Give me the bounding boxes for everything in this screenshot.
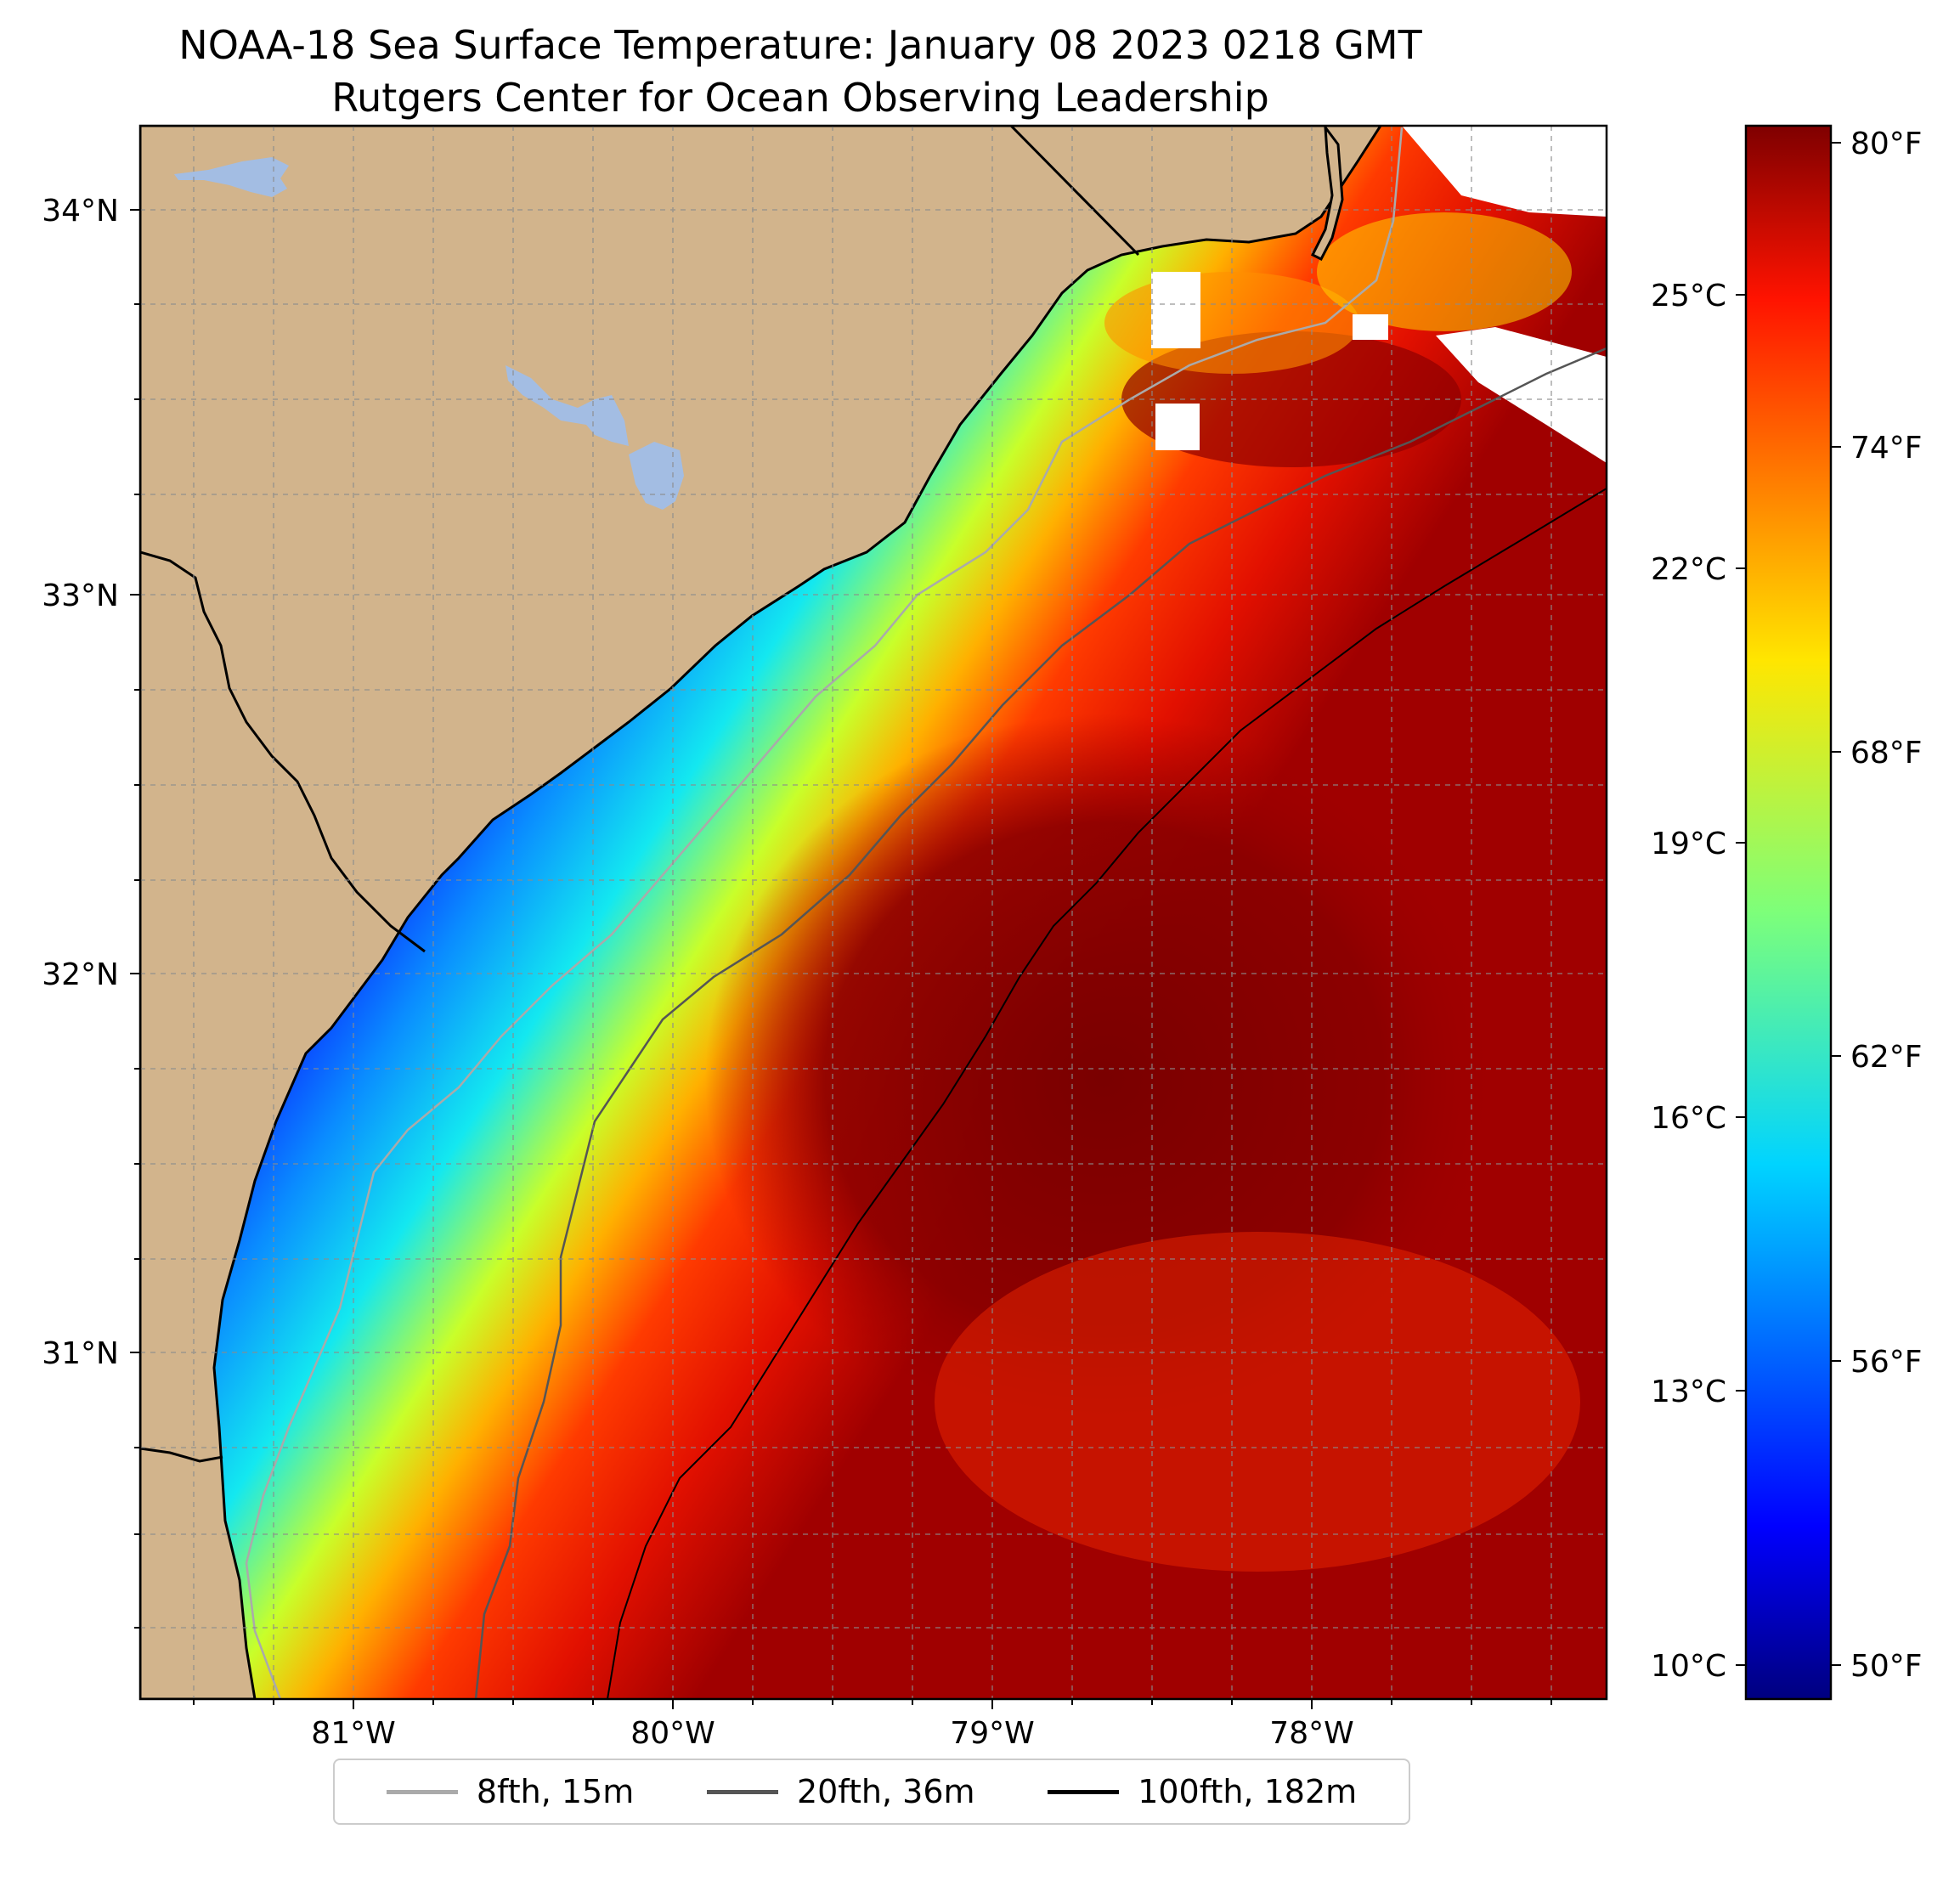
- legend-label-20fth: 20fth, 36m: [796, 1773, 975, 1810]
- legend-swatch-20fth: [706, 1789, 778, 1794]
- colorbar-label-16c: 16°C: [1651, 1101, 1726, 1136]
- colorbar-ticks-f: [1831, 142, 1841, 1666]
- lake: [506, 365, 629, 446]
- longitude-ticks: [193, 1699, 1552, 1709]
- lon-label-80: 80°W: [630, 1716, 715, 1751]
- colorbar-label-50f: 50°F: [1850, 1649, 1923, 1684]
- contour-100fth: [607, 488, 1607, 1699]
- contour-8fth: [245, 127, 1404, 1699]
- legend-item-8fth: 8fth, 15m: [386, 1773, 635, 1810]
- state-border-nc-sc: [1009, 126, 1140, 257]
- land-mass: [140, 126, 1382, 1699]
- colorbar-label-19c: 19°C: [1651, 827, 1726, 861]
- colorbar-label-22c: 22°C: [1651, 552, 1726, 587]
- colorbar-label-68f: 68°F: [1850, 736, 1923, 771]
- legend-label-100fth: 100fth, 182m: [1138, 1773, 1358, 1810]
- latitude-ticks: [130, 209, 140, 1629]
- map-frame: [138, 124, 1608, 1701]
- lake: [174, 157, 289, 197]
- colorbar-ticks-c: [1736, 294, 1746, 1666]
- legend-swatch-8fth: [386, 1789, 458, 1794]
- lake: [629, 442, 684, 510]
- lat-label-31: 31°N: [42, 1336, 119, 1371]
- colorbar-label-74f: 74°F: [1850, 431, 1923, 466]
- title-line-1: NOAA-18 Sea Surface Temperature: January…: [178, 22, 1422, 68]
- legend-item-20fth: 20fth, 36m: [706, 1773, 975, 1810]
- colorbar-label-25c: 25°C: [1651, 279, 1726, 313]
- lon-label-81: 81°W: [311, 1716, 395, 1751]
- legend-label-8fth: 8fth, 15m: [476, 1773, 635, 1810]
- gridlines: [140, 126, 1607, 1699]
- legend-item-100fth: 100fth, 182m: [1048, 1773, 1357, 1810]
- colorbar-label-62f: 62°F: [1850, 1040, 1923, 1075]
- state-border-ga-fl: [140, 1447, 223, 1463]
- no-data-area: [1402, 126, 1607, 217]
- chart-title: NOAA-18 Sea Surface Temperature: January…: [0, 19, 1601, 124]
- colorbar-label-10c: 10°C: [1651, 1649, 1726, 1684]
- contour-legend: 8fth, 15m 20fth, 36m 100fth, 182m: [333, 1759, 1410, 1825]
- lon-label-78: 78°W: [1269, 1716, 1353, 1751]
- state-border: [140, 550, 426, 953]
- colorbar-label-80f: 80°F: [1850, 127, 1923, 161]
- colorbar-label-13c: 13°C: [1651, 1375, 1726, 1409]
- lon-label-79: 79°W: [950, 1716, 1034, 1751]
- lat-label-32: 32°N: [42, 957, 119, 992]
- title-line-2: Rutgers Center for Ocean Observing Leade…: [331, 75, 1269, 121]
- contour-20fth: [474, 347, 1607, 1699]
- colorbar-label-56f: 56°F: [1850, 1345, 1923, 1380]
- map-area: [140, 126, 1607, 1699]
- colorbar: [1744, 124, 1833, 1701]
- legend-swatch-100fth: [1048, 1789, 1120, 1794]
- lat-label-34: 34°N: [42, 194, 119, 229]
- lat-label-33: 33°N: [42, 579, 119, 613]
